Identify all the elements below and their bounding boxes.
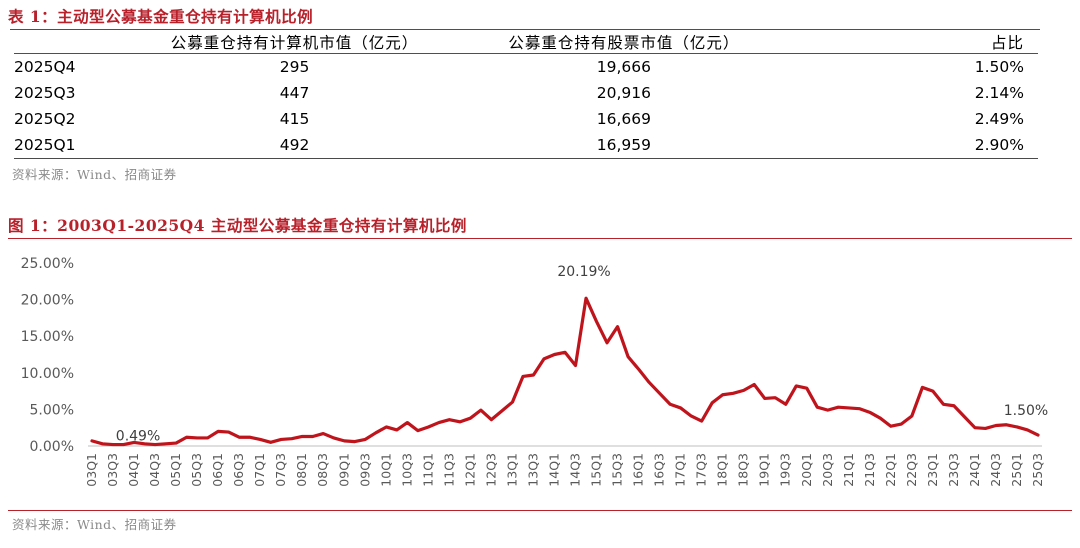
x-tick-label: 14Q1 <box>546 453 561 487</box>
table-cell: 2.49% <box>974 110 1024 128</box>
table-cell: 19,666 <box>596 58 651 76</box>
table-header-cell <box>14 31 171 54</box>
table-cell: 2025Q4 <box>14 58 76 76</box>
table-cell: 16,959 <box>596 136 651 154</box>
table-cell: 447 <box>279 84 310 102</box>
y-tick-label: 5.00% <box>30 402 74 418</box>
table-source-note: 资料来源：Wind、招商证券 <box>12 167 177 182</box>
x-tick-label: 21Q1 <box>841 453 856 487</box>
table-cell: 2025Q3 <box>14 84 76 102</box>
x-tick-label: 17Q1 <box>673 453 688 487</box>
data-label: 1.50% <box>1004 403 1048 419</box>
x-tick-label: 19Q1 <box>757 453 772 487</box>
x-tick-label: 15Q3 <box>610 453 625 487</box>
table-header-cell: 公募重仓持有计算机市值（亿元） <box>170 31 419 54</box>
x-tick-label: 24Q3 <box>988 453 1003 487</box>
y-tick-label: 15.00% <box>21 329 74 345</box>
x-tick-label: 16Q1 <box>631 453 646 487</box>
plot-area <box>90 296 1040 447</box>
y-axis: 0.00% 5.00% 10.00% 15.00% 20.00% 25.00% <box>21 256 74 455</box>
x-tick-label: 03Q1 <box>84 453 99 487</box>
table-row: 2025Q3 447 20,916 2.14% <box>14 80 1038 106</box>
data-label: 0.49% <box>116 428 160 444</box>
x-tick-label: 18Q1 <box>715 453 730 487</box>
y-tick-label: 25.00% <box>21 256 74 272</box>
x-tick-label: 15Q1 <box>589 453 604 487</box>
table-title: 表 1：主动型公募基金重仓持有计算机比例 <box>8 7 314 26</box>
series-line <box>90 296 1040 447</box>
table-row: 2025Q4 295 19,666 1.50% <box>14 54 1038 81</box>
x-tick-label: 25Q3 <box>1030 453 1045 487</box>
holdings-table: 公募重仓持有计算机市值（亿元） 公募重仓持有股票市值（亿元） 占比 2025Q4… <box>14 31 1038 159</box>
data-label: 20.19% <box>557 264 610 280</box>
chart-source-note: 资料来源：Wind、招商证券 <box>12 517 177 532</box>
x-tick-label: 08Q3 <box>315 453 330 487</box>
x-tick-label: 09Q3 <box>357 453 372 487</box>
x-tick-label: 22Q3 <box>904 453 919 487</box>
x-tick-label: 03Q3 <box>105 453 120 487</box>
x-tick-label: 06Q1 <box>210 453 225 487</box>
x-tick-label: 13Q1 <box>504 453 519 487</box>
table-cell: 1.50% <box>974 58 1024 76</box>
x-tick-label: 22Q1 <box>883 453 898 487</box>
chart-top-rule <box>8 238 1072 239</box>
table-cell: 16,669 <box>596 110 651 128</box>
table-row: 2025Q2 415 16,669 2.49% <box>14 106 1038 132</box>
x-tick-label: 25Q1 <box>1009 453 1024 487</box>
x-tick-label: 09Q1 <box>336 453 351 487</box>
x-tick-label: 08Q1 <box>294 453 309 487</box>
x-tick-label: 12Q3 <box>483 453 498 487</box>
x-tick-label: 05Q1 <box>168 453 183 487</box>
x-tick-label: 07Q1 <box>252 453 267 487</box>
y-tick-label: 10.00% <box>21 366 74 382</box>
table-cell: 492 <box>279 136 310 154</box>
x-tick-label: 24Q1 <box>967 453 982 487</box>
x-tick-label: 12Q1 <box>462 453 477 487</box>
table-row: 2025Q1 492 16,959 2.90% <box>14 132 1038 159</box>
x-tick-label: 11Q1 <box>420 453 435 487</box>
x-tick-label: 11Q3 <box>441 453 456 487</box>
table-header-cell: 公募重仓持有股票市值（亿元） <box>418 31 830 54</box>
table-cell: 2.90% <box>974 136 1024 154</box>
x-tick-label: 19Q3 <box>778 453 793 487</box>
x-tick-label: 04Q1 <box>126 453 141 487</box>
x-axis: 03Q1 03Q3 04Q1 04Q3 05Q1 05Q3 06Q1 06Q3 07Q1 07Q3… <box>84 445 1045 487</box>
x-tick-label: 17Q3 <box>694 453 709 487</box>
x-tick-label: 10Q1 <box>378 453 393 487</box>
table-cell: 2025Q2 <box>14 110 76 128</box>
table-cell: 295 <box>279 58 310 76</box>
table-header-row: 公募重仓持有计算机市值（亿元） 公募重仓持有股票市值（亿元） 占比 <box>14 31 1038 54</box>
y-tick-label: 0.00% <box>30 439 74 455</box>
x-tick-label: 04Q3 <box>147 453 162 487</box>
table-cell: 415 <box>279 110 310 128</box>
x-tick-label: 05Q3 <box>189 453 204 487</box>
x-tick-label: 06Q3 <box>231 453 246 487</box>
y-tick-label: 20.00% <box>21 293 74 309</box>
chart-bottom-rule <box>8 510 1072 511</box>
table-top-rule <box>10 29 1040 30</box>
table-header-cell: 占比 <box>829 31 1038 54</box>
x-tick-label: 23Q1 <box>925 453 940 487</box>
x-tick-label: 14Q3 <box>568 453 583 487</box>
x-tick-label: 10Q3 <box>399 453 414 487</box>
table-cell: 2.14% <box>974 84 1024 102</box>
table-cell: 2025Q1 <box>14 136 76 154</box>
x-tick-label: 18Q3 <box>736 453 751 487</box>
x-tick-label: 20Q3 <box>820 453 835 487</box>
data-labels: 0.49% 20.19% 1.50% <box>116 264 1048 444</box>
table-cell: 20,916 <box>596 84 651 102</box>
x-tick-label: 21Q3 <box>862 453 877 487</box>
chart-title: 图 1：2003Q1-2025Q4 主动型公募基金重仓持有计算机比例 <box>8 216 467 235</box>
x-tick-label: 13Q3 <box>525 453 540 487</box>
x-tick-label: 07Q3 <box>273 453 288 487</box>
line-chart: 0.00%5.00%10.00%15.00%20.00%25.00% 03Q1 0… <box>21 256 1049 487</box>
x-tick-label: 16Q3 <box>652 453 667 487</box>
x-tick-label: 20Q1 <box>799 453 814 487</box>
x-tick-label: 23Q3 <box>946 453 961 487</box>
